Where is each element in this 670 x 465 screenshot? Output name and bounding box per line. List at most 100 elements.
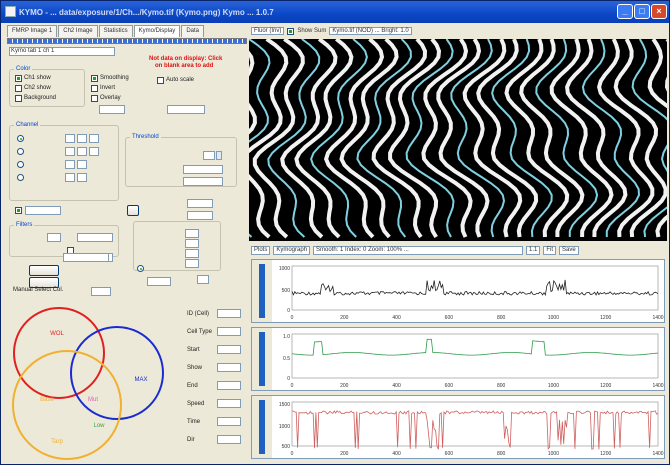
analysis-radio[interactable] (137, 265, 144, 272)
background-checkbox[interactable] (15, 95, 22, 102)
analysis-field-3[interactable] (185, 249, 199, 258)
extra-field-2[interactable] (197, 275, 209, 284)
close-button[interactable]: × (651, 4, 667, 19)
kymo-file-field[interactable]: Kymo.tif (NOD) ... Bright: 1.0 (329, 27, 412, 35)
zoom-field[interactable]: 1.1 (526, 245, 541, 255)
scale-field[interactable] (99, 105, 125, 114)
ch-field-1b[interactable] (77, 134, 87, 143)
analysis-field-4[interactable] (185, 259, 199, 268)
cell-prop-field-0[interactable] (217, 309, 241, 318)
analysis-field-1[interactable] (185, 229, 199, 238)
top-plot[interactable]: 1000 500 00 200 400 600 800 1000 1200 1400 (274, 260, 664, 322)
minimize-button[interactable]: _ (617, 4, 633, 19)
auto-scale-checkbox[interactable] (157, 77, 164, 84)
mid-plot-axis-bar (259, 332, 265, 386)
ch-field-3b[interactable] (77, 160, 87, 169)
bottom-plot-axis-bar (259, 400, 265, 454)
cell-prop-field-4[interactable] (217, 381, 241, 390)
analysis-field-2[interactable] (185, 239, 199, 248)
tab-kymograph[interactable]: Kymograph (273, 245, 311, 255)
mode-select[interactable] (63, 253, 109, 262)
tab-ch2-image[interactable]: Ch2 Image (58, 25, 98, 37)
ch-field-2c[interactable] (89, 147, 99, 156)
small-blue-button[interactable] (127, 205, 139, 216)
show-sum-checkbox[interactable] (287, 27, 295, 35)
cell-prop-field-7[interactable] (217, 435, 241, 444)
plot-frame (291, 401, 659, 447)
threshold-field-2[interactable] (183, 165, 223, 174)
channel-radio-3[interactable] (17, 161, 24, 168)
param-field-2[interactable] (187, 211, 213, 220)
filter-field-2[interactable] (77, 233, 113, 242)
channel-group: Channel (9, 122, 119, 201)
top-plot-axis-bar (259, 264, 265, 318)
ch-field-1c[interactable] (89, 134, 99, 143)
x-tick-label: 600 (445, 315, 454, 321)
venn-circle-orange (12, 350, 122, 460)
fluor-select[interactable]: Fluor (Inv) (251, 27, 285, 35)
threshold-spinner[interactable] (216, 151, 222, 160)
path-field[interactable]: Kymo tab 1 ch 1 (9, 47, 115, 56)
tab-plots[interactable]: Plots (251, 245, 271, 255)
left-control-panel: FMRP Image 1 Ch2 Image Statistics Kymo/D… (7, 25, 247, 461)
option-field[interactable] (25, 206, 61, 215)
cell-prop-field-1[interactable] (217, 327, 241, 336)
extra-field-1[interactable] (147, 277, 171, 286)
reset-button[interactable] (29, 277, 59, 288)
cell-prop-field-5[interactable] (217, 399, 241, 408)
kymograph-image[interactable] (249, 39, 667, 241)
x-tick-label: 1200 (600, 315, 611, 321)
channel-radio-1[interactable] (17, 135, 24, 142)
ch-field-1a[interactable] (65, 134, 75, 143)
threshold-field-1[interactable] (203, 151, 215, 160)
ch1-show-label: Ch1 show (24, 75, 51, 81)
x-tick-label: 800 (497, 383, 506, 389)
ch1-show-checkbox[interactable] (15, 75, 22, 82)
venn-label-orange-a: Base (40, 397, 54, 403)
threshold-field-3[interactable] (183, 177, 223, 186)
kymo-stripe (462, 39, 523, 238)
ch-field-2a[interactable] (65, 147, 75, 156)
kymo-stripe (631, 39, 667, 238)
kymo-stripe (519, 39, 585, 237)
ch-field-2b[interactable] (77, 147, 87, 156)
ch2-show-checkbox[interactable] (15, 85, 22, 92)
cell-prop-field-3[interactable] (217, 363, 241, 372)
cell-prop-label-3: Show (187, 365, 203, 371)
mid-plot[interactable]: 1.0 0.5 00 200 400 600 800 1000 1200 1400 (274, 328, 664, 390)
tab-data[interactable]: Data (181, 25, 204, 37)
tab-fmrp-image[interactable]: FMRP Image 1 (7, 25, 58, 37)
cell-prop-label-7: Dir (187, 437, 195, 443)
ch-field-3a[interactable] (65, 160, 75, 169)
ch-field-4a[interactable] (65, 173, 75, 182)
fit-button[interactable]: Fit (543, 245, 557, 255)
option-checkbox[interactable] (15, 207, 22, 214)
invert-checkbox[interactable] (91, 85, 98, 92)
tab-statistics[interactable]: Statistics (98, 25, 133, 37)
channel-radio-2[interactable] (17, 148, 24, 155)
scale-max-field[interactable] (167, 105, 205, 114)
y-tick-label: 0 (287, 308, 290, 314)
channel-radio-4[interactable] (17, 174, 24, 181)
apply-button[interactable] (29, 265, 59, 276)
ch-field-4b[interactable] (77, 173, 87, 182)
cell-prop-field-6[interactable] (217, 417, 241, 426)
venn-label-center: Mut (88, 397, 98, 403)
overlay-checkbox[interactable] (91, 95, 98, 102)
background-label: Background (24, 95, 57, 101)
save-button[interactable]: Save (559, 245, 579, 255)
smoothing-checkbox[interactable] (91, 75, 98, 82)
x-tick-label: 400 (392, 315, 401, 321)
cell-prop-field-2[interactable] (217, 345, 241, 354)
param-field-1[interactable] (187, 199, 213, 208)
kymo-stripe (249, 39, 271, 238)
venn-diagram[interactable]: WOL MAX Base Mut Low Tarp (7, 305, 187, 461)
cell-prop-label-4: End (187, 383, 198, 389)
venn-col-field[interactable] (91, 287, 111, 296)
tab-kymo-display[interactable]: Kymo/Display (133, 25, 181, 37)
filter-field-1[interactable] (47, 233, 61, 242)
maximize-button[interactable]: □ (634, 4, 650, 19)
plot-settings-field[interactable]: Smooth: 1 Index: 0 Zoom: 100% ... (313, 245, 524, 255)
